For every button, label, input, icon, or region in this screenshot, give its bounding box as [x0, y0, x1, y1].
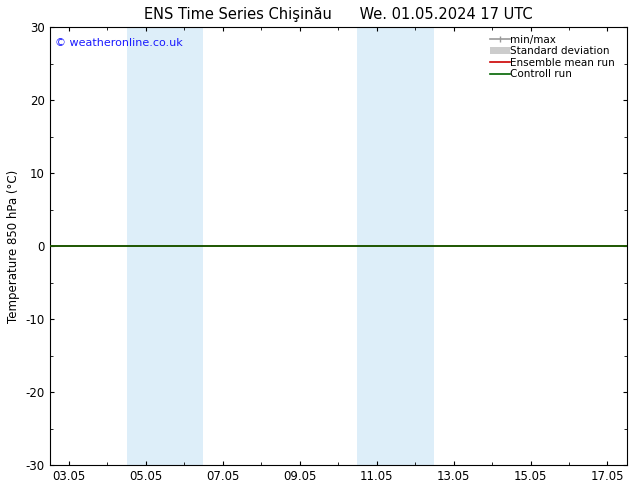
- Y-axis label: Temperature 850 hPa (°C): Temperature 850 hPa (°C): [7, 170, 20, 323]
- Bar: [127, 27, 204, 465]
- Legend: min/max, Standard deviation, Ensemble mean run, Controll run: min/max, Standard deviation, Ensemble me…: [488, 32, 621, 81]
- Bar: [358, 27, 434, 465]
- Title: ENS Time Series Chişinău      We. 01.05.2024 17 UTC: ENS Time Series Chişinău We. 01.05.2024 …: [144, 7, 533, 22]
- Text: © weatheronline.co.uk: © weatheronline.co.uk: [55, 38, 183, 48]
